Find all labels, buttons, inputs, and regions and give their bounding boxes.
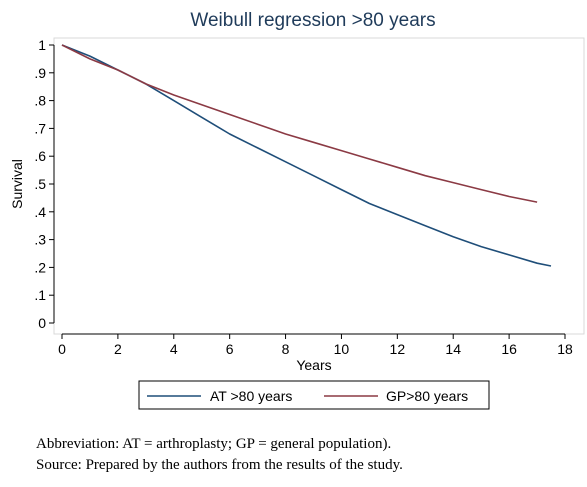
- y-tick-label: .7: [34, 120, 46, 136]
- series-line-gp: [61, 44, 538, 203]
- x-axis-label: Years: [296, 357, 331, 373]
- chart: Weibull regression >80 years 0 .1 .2 .3 .4 .5…: [9, 10, 585, 410]
- x-tick-label: 14: [445, 341, 461, 357]
- legend-label-at: AT >80 years: [210, 388, 292, 404]
- x-tick-label: 10: [334, 341, 350, 357]
- y-tick-label: .6: [34, 148, 46, 164]
- x-tick-label: 12: [390, 341, 406, 357]
- x-tick-label: 0: [58, 341, 66, 357]
- y-tick-label: .5: [34, 176, 46, 192]
- x-tick-label: 16: [501, 341, 517, 357]
- x-tick-label: 8: [282, 341, 290, 357]
- legend-label-gp: GP>80 years: [386, 388, 468, 404]
- x-tick-label: 4: [170, 341, 178, 357]
- y-tick-label: 1: [38, 37, 46, 53]
- y-tick-label: .2: [34, 259, 46, 275]
- legend: AT >80 years GP>80 years: [138, 380, 490, 410]
- y-tick-label: .8: [34, 93, 46, 109]
- y-tick-label: .9: [34, 65, 46, 81]
- x-tick-label: 18: [557, 341, 573, 357]
- y-tick-label: 0: [38, 315, 46, 331]
- x-tick-label: 2: [114, 341, 122, 357]
- plot-area: [53, 37, 585, 335]
- caption-abbreviation: Abbreviation: AT = arthroplasty; GP = ge…: [36, 436, 392, 452]
- y-tick-label: .1: [34, 287, 46, 303]
- y-axis-label: Survival: [9, 159, 25, 209]
- y-tick-label: .4: [34, 204, 46, 220]
- y-tick-label: .3: [34, 232, 46, 248]
- legend-box: [138, 380, 490, 410]
- x-tick-label: 6: [226, 341, 234, 357]
- chart-title: Weibull regression >80 years: [190, 10, 435, 31]
- caption-source: Source: Prepared by the authors from the…: [36, 457, 403, 473]
